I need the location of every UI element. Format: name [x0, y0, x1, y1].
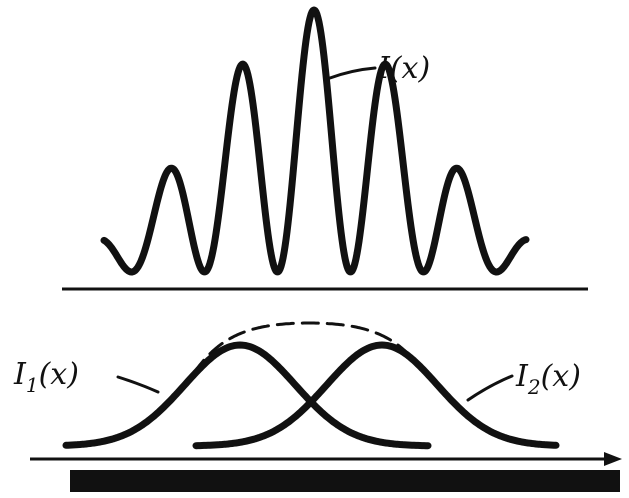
- source-2-intensity-curve: [192, 341, 560, 450]
- source-1-label: I1(x): [13, 357, 79, 397]
- source-2-label-leader: [466, 374, 514, 402]
- x-axis-arrowhead: [604, 452, 622, 466]
- combined-envelope-dashed-curve: [192, 321, 426, 375]
- source-2-label: I2(x): [515, 359, 581, 399]
- source-1-label-leader: [116, 375, 160, 394]
- source-1-intensity-curve: [62, 341, 432, 450]
- interference-label-leader: [328, 66, 377, 80]
- screen-bar: [70, 470, 620, 492]
- interference-label: I(x): [377, 51, 430, 86]
- interference-pattern-curve: [100, 6, 530, 276]
